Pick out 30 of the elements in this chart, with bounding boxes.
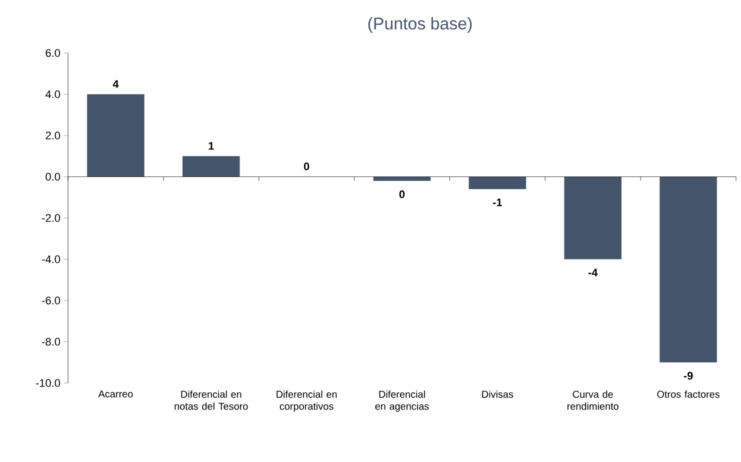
y-tick-label: 6.0 bbox=[46, 49, 60, 57]
y-tick-label: -6.0 bbox=[42, 296, 60, 304]
bar bbox=[373, 176, 431, 181]
data-label: 1 bbox=[208, 142, 214, 150]
y-tick-label: 0.0 bbox=[46, 172, 60, 181]
x-tick-label: Otros factores bbox=[657, 390, 720, 398]
x-tick-label: Acarreo bbox=[98, 390, 133, 398]
x-tick-label: Diferencial en notas del Tesoro bbox=[174, 390, 248, 410]
y-tick-label: -4.0 bbox=[42, 255, 60, 264]
y-tick-label: 2.0 bbox=[46, 132, 60, 140]
data-label: -1 bbox=[492, 198, 502, 206]
bar bbox=[468, 176, 526, 190]
bar bbox=[182, 156, 240, 177]
data-label: 0 bbox=[304, 162, 310, 170]
data-label: 0 bbox=[399, 190, 405, 198]
data-label: -4 bbox=[588, 268, 598, 276]
chart-subtitle: (Puntos base) bbox=[368, 17, 472, 33]
y-tick-label: -8.0 bbox=[42, 338, 60, 346]
y-tick-label: 4.0 bbox=[45, 90, 60, 98]
bar bbox=[87, 94, 144, 177]
x-tick-label: Diferencial en corporativos bbox=[276, 390, 337, 412]
x-tick-label: Curva de rendimiento bbox=[567, 390, 618, 410]
data-label: -9 bbox=[684, 372, 693, 380]
bar bbox=[564, 176, 622, 260]
y-tick-label: -10.0 bbox=[36, 379, 60, 387]
x-tick-label: Diferencial en agencias bbox=[375, 390, 429, 412]
bar bbox=[660, 176, 717, 362]
data-label: 4 bbox=[112, 80, 119, 88]
y-tick-label: -2.0 bbox=[42, 214, 60, 222]
x-tick-label: Divisas bbox=[482, 390, 514, 398]
